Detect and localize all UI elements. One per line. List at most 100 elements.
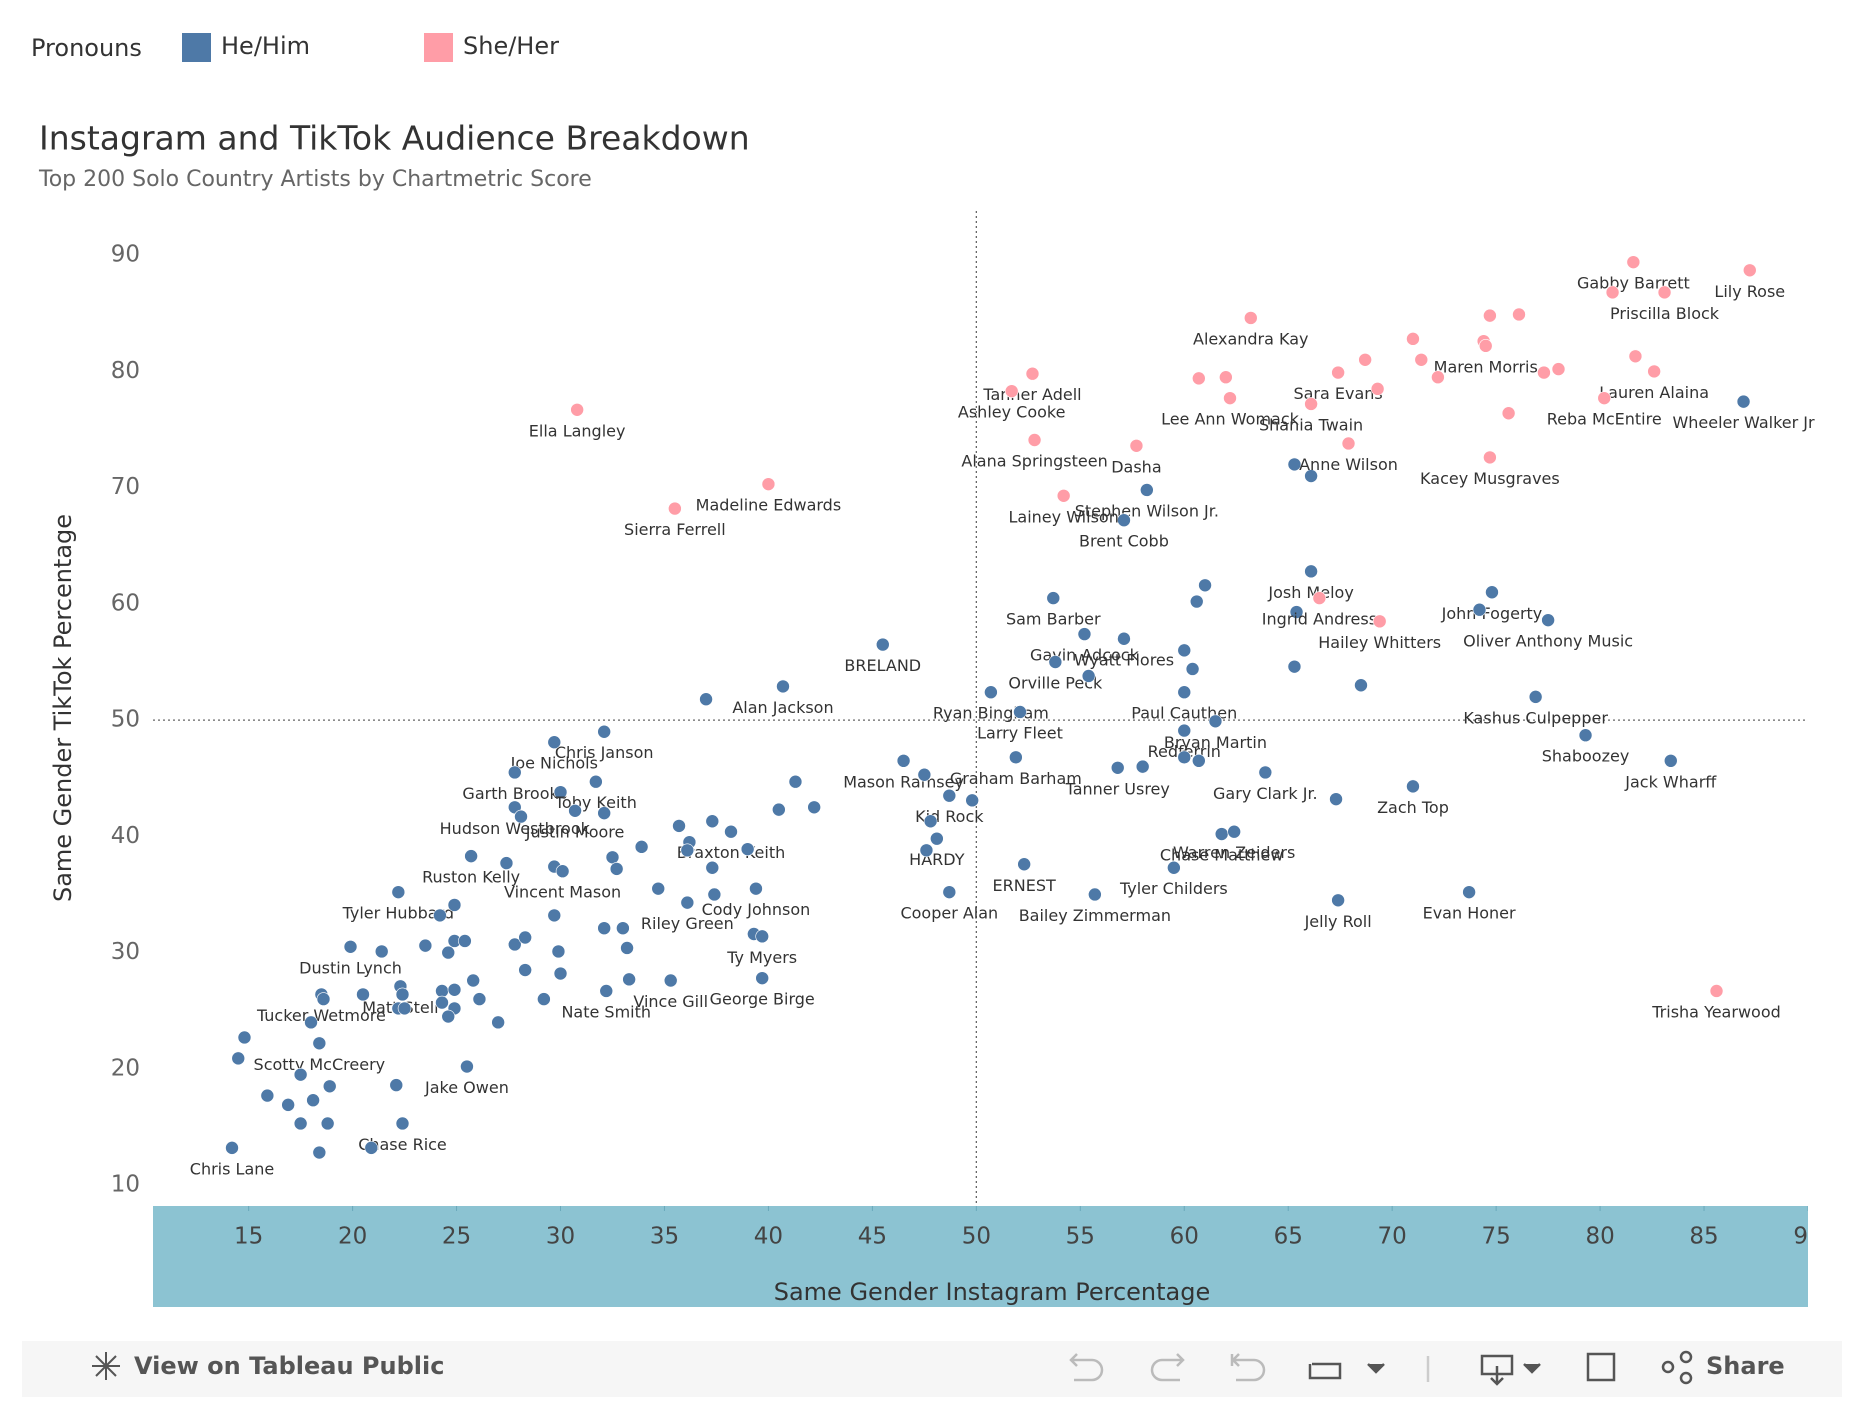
x-tick-label: 35 <box>650 1224 679 1250</box>
data-point <box>1167 860 1181 875</box>
data-point <box>231 1051 246 1066</box>
data-point <box>917 767 932 782</box>
refresh-icon[interactable] <box>1308 1362 1342 1380</box>
data-point <box>1372 614 1387 629</box>
point-label: Toby Keith <box>554 793 637 812</box>
point-label: Jake Owen <box>424 1078 509 1097</box>
point-label: Joe Nichols <box>510 754 598 773</box>
point-label: Jack Wharff <box>1624 772 1717 791</box>
x-tick-label: 80 <box>1585 1224 1614 1250</box>
point-label: Cody Johnson <box>702 900 811 919</box>
data-point <box>1185 662 1200 676</box>
data-point <box>447 982 462 997</box>
x-tick-label: 70 <box>1378 1224 1407 1250</box>
download-icon[interactable] <box>1480 1354 1514 1386</box>
data-point <box>965 793 979 808</box>
download-menu[interactable] <box>1523 1363 1541 1374</box>
point-label: Reba McEntire <box>1547 410 1662 429</box>
data-point <box>1289 605 1304 619</box>
data-point <box>984 685 998 700</box>
point-label: Lily Rose <box>1714 282 1785 301</box>
point-label: Sara Evans <box>1293 384 1382 403</box>
data-point <box>896 754 911 768</box>
point-label: Madeline Edwards <box>696 496 842 515</box>
point-label: Tucker Wetmore <box>256 1006 386 1025</box>
data-point <box>620 941 634 955</box>
undo-icon[interactable] <box>1069 1353 1104 1382</box>
y-tick-label: 50 <box>111 707 140 733</box>
data-point <box>507 765 522 780</box>
data-point <box>1287 659 1302 674</box>
point-label: Stephen Wilson Jr. <box>1075 501 1219 520</box>
data-point <box>1501 406 1516 421</box>
data-point <box>1406 779 1420 794</box>
point-label: ERNEST <box>993 876 1056 895</box>
data-point <box>547 735 562 750</box>
revert-icon[interactable] <box>1230 1353 1266 1382</box>
share-button[interactable]: Share <box>1706 1352 1785 1380</box>
point-label: John Fogerty <box>1441 604 1543 623</box>
data-point <box>343 939 358 954</box>
data-point <box>225 1141 239 1155</box>
data-point <box>1657 285 1672 300</box>
data-point <box>466 973 480 988</box>
point-label: Tyler Childers <box>1119 879 1228 898</box>
data-point <box>1628 349 1643 364</box>
data-point <box>1512 307 1526 322</box>
legend-title: Pronouns <box>31 34 142 62</box>
point-label: Braxton Keith <box>677 843 786 862</box>
data-point <box>1192 754 1206 768</box>
chart-title: Instagram and TikTok Audience Breakdown <box>39 119 750 158</box>
data-point <box>441 1009 456 1024</box>
data-point <box>460 1059 474 1074</box>
data-point <box>605 850 620 865</box>
data-point <box>1485 585 1499 600</box>
data-point <box>616 921 630 935</box>
point-label: Alan Jackson <box>732 698 833 717</box>
data-point <box>1243 311 1258 325</box>
point-label: Josh Meloy <box>1267 583 1353 602</box>
data-point <box>1177 643 1192 658</box>
x-tick-label: 25 <box>442 1224 471 1250</box>
data-point <box>680 895 695 910</box>
data-point <box>568 803 582 818</box>
data-point <box>491 1015 505 1030</box>
tableau-icon[interactable] <box>92 1352 120 1380</box>
pause-icon[interactable] <box>1367 1363 1385 1374</box>
x-tick-label: 65 <box>1274 1224 1303 1250</box>
data-point <box>699 692 713 707</box>
data-point <box>1370 382 1385 396</box>
x-ticks: 15 20 25 30 35 40 45 50 55 60 65 70 75 80 85 90 <box>234 1206 1808 1250</box>
point-label: Trisha Yearwood <box>1651 1002 1781 1021</box>
x-tick-label: 20 <box>338 1224 367 1250</box>
legend-swatch <box>424 33 453 62</box>
point-label: Lainey Wilson <box>1009 507 1119 526</box>
point-label: Nate Smith <box>561 1002 651 1021</box>
data-point <box>788 774 803 789</box>
data-point <box>447 898 462 912</box>
data-point <box>553 785 568 799</box>
point-label: Chase Rice <box>358 1135 447 1154</box>
x-tick-label: 30 <box>546 1224 575 1250</box>
x-tick-label: 45 <box>858 1224 887 1250</box>
data-point <box>1117 513 1131 527</box>
data-point <box>499 856 514 870</box>
fullscreen-icon[interactable] <box>1586 1352 1616 1382</box>
share-icon[interactable] <box>1661 1360 1675 1374</box>
data-point <box>1223 391 1237 405</box>
data-point <box>807 800 821 815</box>
data-point <box>1077 627 1092 641</box>
data-point <box>1406 332 1420 346</box>
data-point <box>391 885 406 899</box>
point-label: Gary Clark Jr. <box>1213 784 1318 803</box>
toolbar-icons-active <box>1308 1350 1693 1386</box>
point-label: Maren Morris <box>1434 357 1538 376</box>
view-link[interactable]: View on Tableau Public <box>134 1352 444 1380</box>
data-point <box>1304 564 1318 579</box>
redo-icon[interactable] <box>1150 1353 1185 1382</box>
data-point <box>518 963 532 977</box>
legend-label: She/Her <box>463 32 559 60</box>
point-label: Wyatt Flores <box>1074 650 1174 669</box>
data-point <box>304 1015 318 1030</box>
point-label: Sam Barber <box>1006 610 1101 629</box>
